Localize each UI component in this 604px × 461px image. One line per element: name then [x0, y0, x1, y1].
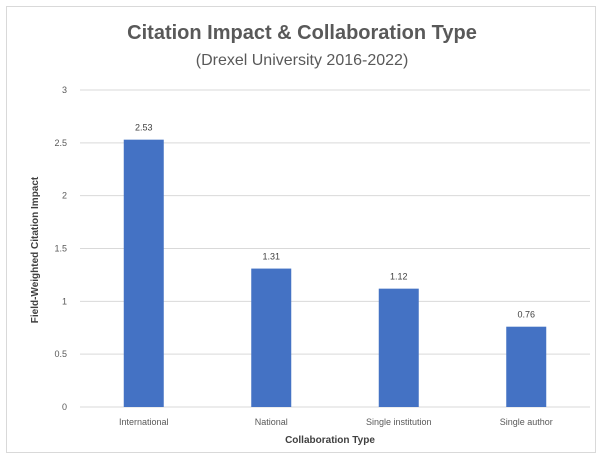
data-labels: 2.53 1.31 1.12 0.76 [135, 123, 535, 320]
y-tick-label: 0 [62, 402, 67, 412]
data-label: 2.53 [135, 123, 153, 133]
x-axis-label: Collaboration Type [285, 435, 375, 446]
bar [123, 139, 164, 407]
y-tick-label: 2.5 [54, 138, 67, 148]
x-tick-label: International [119, 417, 169, 427]
bars [123, 139, 547, 407]
y-tick-label: 0.5 [54, 349, 67, 359]
x-axis-ticks: International National Single institution S… [119, 417, 553, 427]
x-tick-label: Single author [500, 417, 553, 427]
y-tick-label: 2 [62, 191, 67, 201]
bar [378, 288, 419, 407]
data-label: 0.76 [517, 310, 535, 320]
gridlines [80, 89, 590, 408]
data-label: 1.12 [390, 272, 408, 282]
chart-subtitle: (Drexel University 2016-2022) [195, 52, 409, 69]
bar [506, 326, 547, 407]
bar [251, 268, 292, 407]
data-label: 1.31 [262, 252, 280, 262]
y-tick-label: 1 [62, 296, 67, 306]
y-axis-label: Field-Weighted Citation Impact [30, 176, 41, 323]
y-tick-label: 1.5 [54, 244, 67, 254]
chart-frame [6, 6, 596, 453]
y-axis-ticks: 0 0.5 1 1.5 2 2.5 3 [54, 85, 67, 412]
x-tick-label: Single institution [366, 417, 432, 427]
y-tick-label: 3 [62, 85, 67, 95]
x-tick-label: National [255, 417, 288, 427]
chart-title: Citation Impact & Collaboration Type [127, 22, 477, 44]
